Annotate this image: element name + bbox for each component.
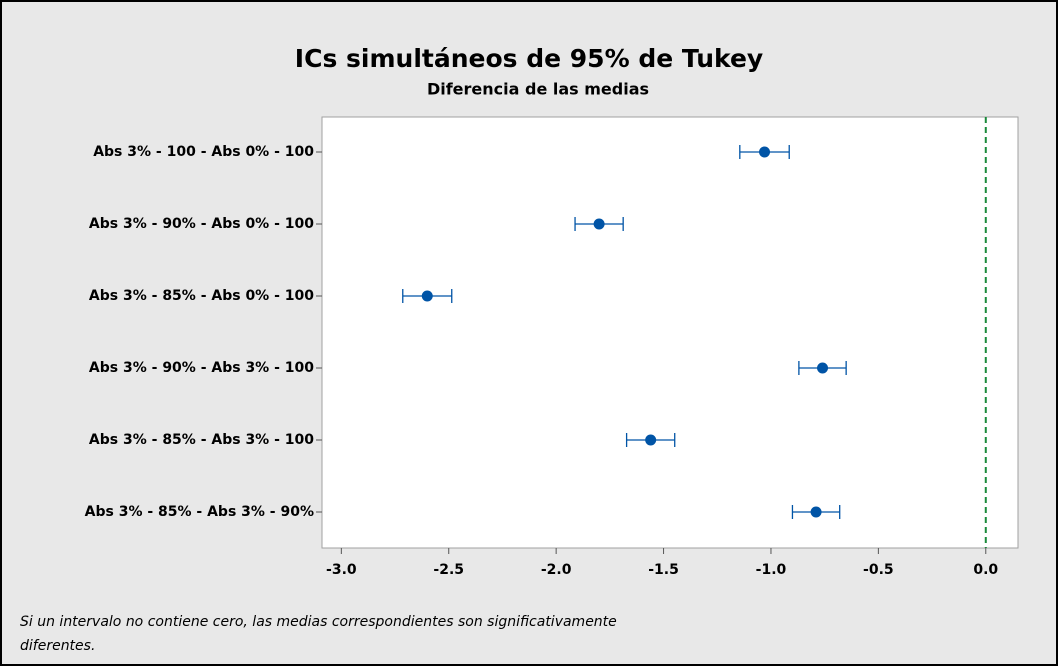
y-tick-label: Abs 3% - 100 - Abs 0% - 100 — [93, 144, 314, 160]
chart-subtitle: Diferencia de las medias — [427, 80, 649, 99]
mean-point — [421, 290, 433, 302]
mean-point — [817, 362, 829, 374]
mean-point — [593, 218, 605, 230]
mean-point — [645, 434, 657, 446]
mean-point — [759, 146, 771, 158]
y-tick-label: Abs 3% - 90% - Abs 0% - 100 — [89, 216, 314, 232]
y-tick-label: Abs 3% - 85% - Abs 3% - 100 — [89, 432, 314, 448]
x-tick-label: -3.0 — [326, 562, 357, 578]
footnote: diferentes. — [20, 638, 95, 654]
x-tick-label: -1.0 — [756, 562, 787, 578]
x-tick-label: 0.0 — [973, 562, 998, 578]
footnote: Si un intervalo no contiene cero, las me… — [20, 614, 617, 630]
mean-point — [810, 506, 822, 518]
x-tick-label: -1.5 — [648, 562, 679, 578]
x-tick-label: -2.5 — [433, 562, 464, 578]
y-tick-label: Abs 3% - 85% - Abs 0% - 100 — [89, 288, 314, 304]
y-tick-label: Abs 3% - 90% - Abs 3% - 100 — [89, 360, 314, 376]
plot-area — [321, 116, 1019, 549]
chart-title: ICs simultáneos de 95% de Tukey — [295, 44, 763, 73]
x-tick-label: -0.5 — [863, 562, 894, 578]
x-tick-label: -2.0 — [541, 562, 572, 578]
y-tick-label: Abs 3% - 85% - Abs 3% - 90% — [85, 504, 314, 520]
